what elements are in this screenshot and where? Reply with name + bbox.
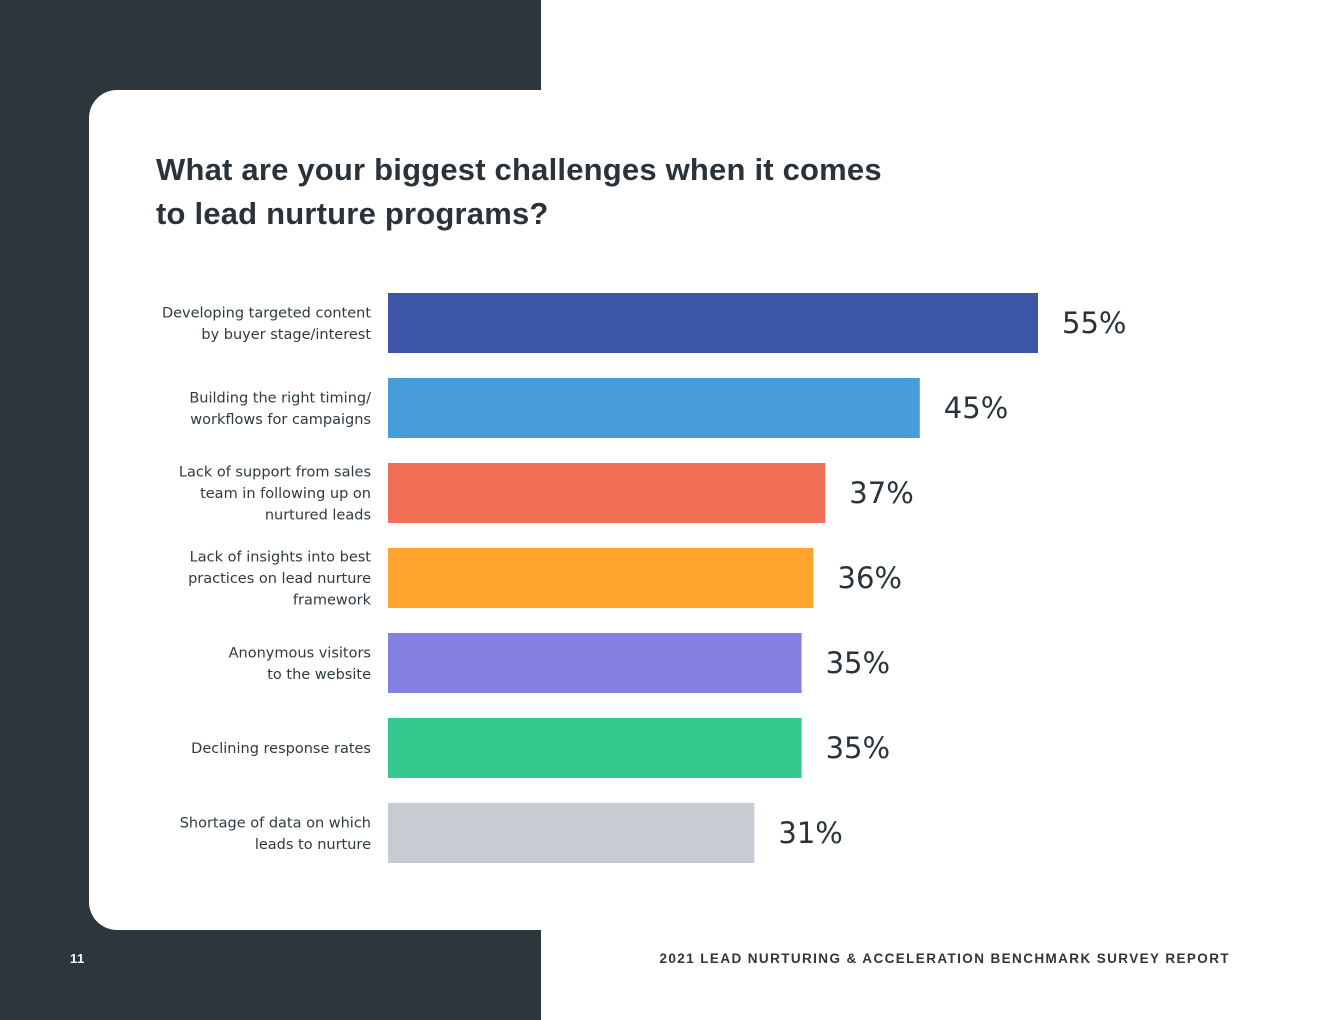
report-title: 2021 LEAD NURTURING & ACCELERATION BENCH…: [659, 951, 1230, 966]
value-label-5: 35%: [826, 646, 890, 680]
value-label-7: 31%: [778, 816, 842, 850]
value-label-6: 35%: [826, 731, 890, 765]
value-label-4: 36%: [838, 561, 902, 595]
category-label-2: Building the right timing/workflows for …: [189, 390, 371, 428]
page-number: 11: [70, 951, 85, 966]
category-label-3: Lack of support from sales team in follow…: [179, 465, 371, 524]
chart-title-line-1: What are your biggest challenges when it…: [156, 152, 882, 187]
chart-title: What are your biggest challenges when it…: [156, 148, 956, 236]
category-label-1: Developing targeted content by buyer stag…: [162, 305, 371, 343]
category-label-4: Lack of insights into best practices on l…: [188, 550, 372, 609]
bar-3: [388, 463, 826, 523]
bar-2: [388, 378, 920, 438]
value-label-1: 55%: [1062, 306, 1126, 340]
category-label-7: Shortage of data on which leads to nurtur…: [180, 815, 371, 853]
value-label-2: 45%: [944, 391, 1008, 425]
chart-title-line-2: to lead nurture programs?: [156, 196, 549, 231]
category-label-6: Declining response rates: [191, 741, 371, 757]
bar-4: [388, 548, 814, 608]
bar-6: [388, 718, 802, 778]
value-label-3: 37%: [849, 476, 913, 510]
bar-7: [388, 803, 755, 863]
category-label-5: Anonymous visitors to the website: [229, 645, 371, 683]
bar-1: [388, 293, 1038, 353]
bar-5: [388, 633, 802, 693]
